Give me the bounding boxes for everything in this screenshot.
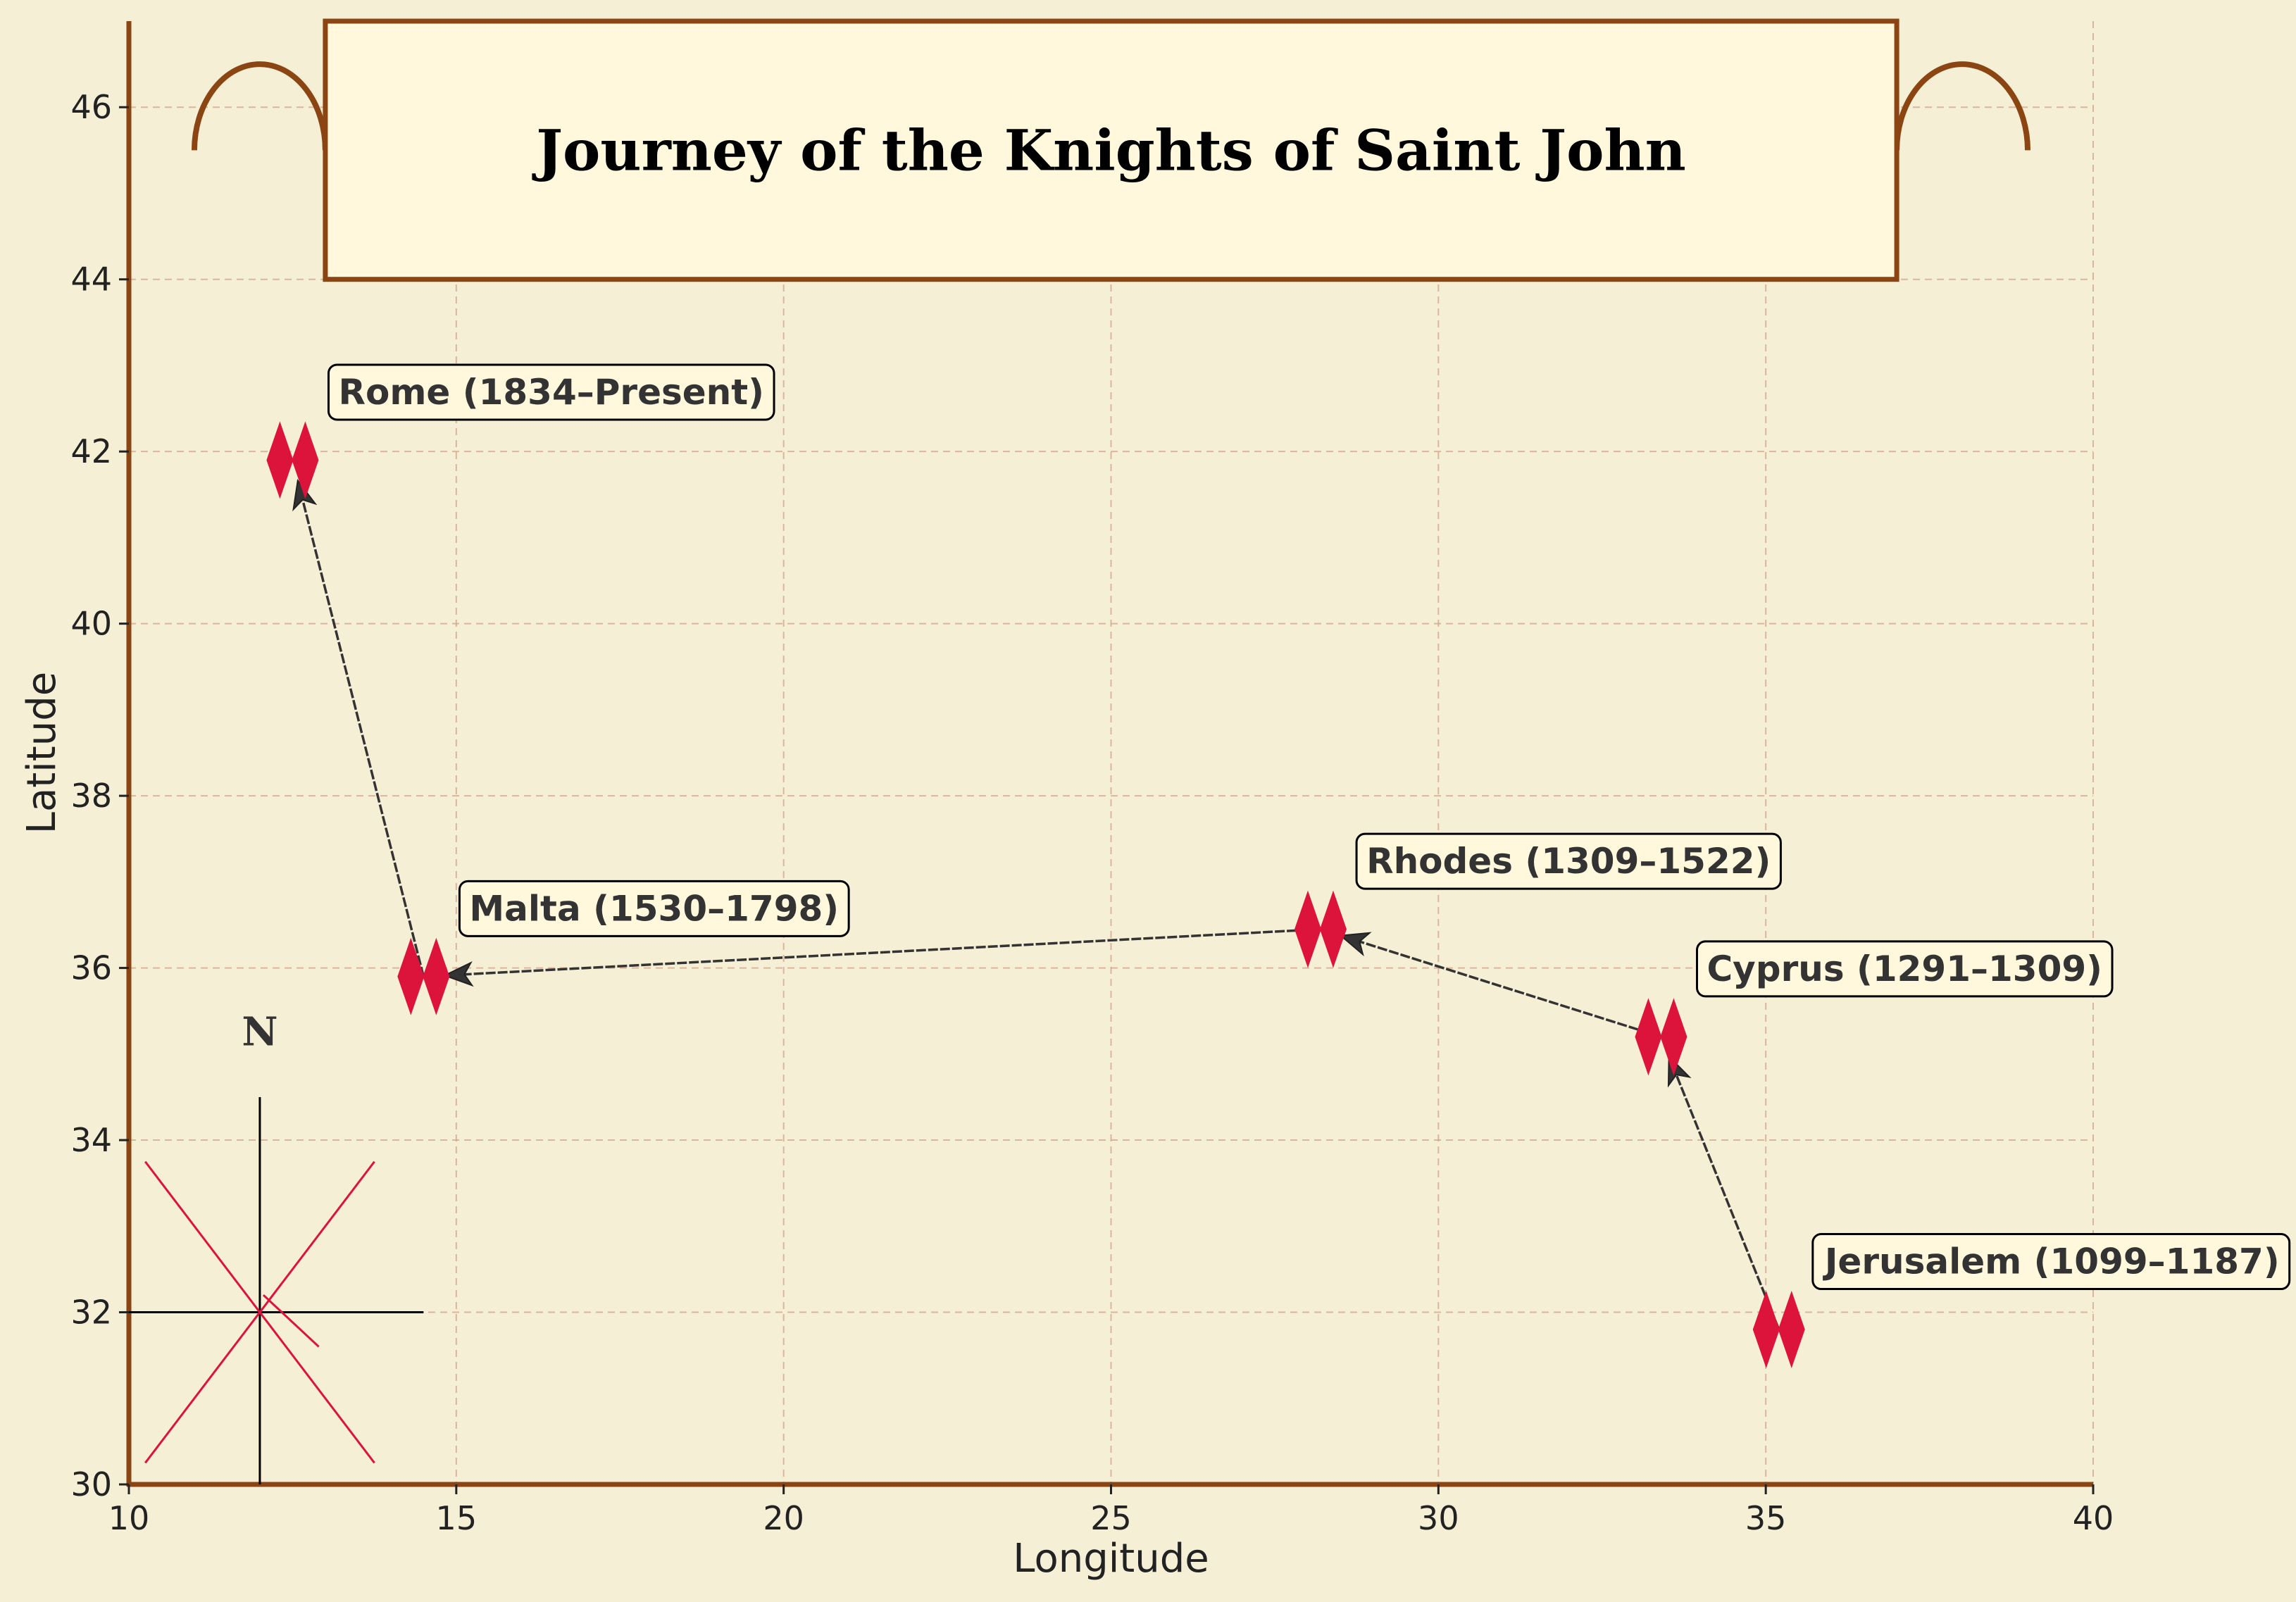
annotation-label: Cyprus (1291–1309) [1707,949,2102,989]
route-line-cyprus-to-rhodes [1354,938,1661,1039]
y-tick-label: 34 [70,1121,112,1159]
marker-diamond [397,937,425,1015]
marker-diamond [1752,1290,1780,1368]
compass-rose: N [129,1009,424,1484]
compass-north-label: N [242,1009,277,1056]
chart-title: Journey of the Knights of Saint John [532,117,1686,183]
route-arrowhead-rhodes [1339,932,1372,957]
left-arch-decoration [191,61,328,151]
y-tick-label: 44 [70,261,112,299]
compass-diagonal-2 [144,1160,375,1464]
annotation-malta: Malta (1530–1798) [458,880,850,937]
location-annotations: Jerusalem (1099–1187) Cyprus (1291–1309) R… [327,363,2291,1291]
route-line-rhodes-to-malta [458,927,1321,976]
marker-diamond [266,421,294,499]
x-tick-label: 20 [763,1499,804,1537]
y-tick-label: 30 [70,1465,112,1503]
marker-diamond [1778,1290,1805,1368]
annotation-box [1695,940,2114,998]
marker-diamond [1660,998,1687,1076]
y-tick-label: 42 [70,432,112,470]
y-tick-label: 46 [70,88,112,126]
x-tick-label: 40 [2073,1499,2114,1537]
x-axis-label: Longitude [1013,1536,1209,1582]
compass-pointer [262,1294,320,1348]
x-tick-label: 10 [108,1499,150,1537]
annotation-cyprus: Cyprus (1291–1309) [1695,940,2114,998]
marker-rhodes [1294,890,1347,968]
annotation-box [327,363,775,421]
annotation-label: Jerusalem (1099–1187) [1823,1241,2280,1282]
route-line-jerusalem-to-cyprus [1673,1069,1780,1330]
marker-malta [397,937,450,1015]
annotation-box [1355,832,1782,890]
axis-ticks: 10 15 20 25 30 35 40 30 32 34 36 38 40 42 44 46 [70,88,2114,1537]
marker-diamond [1635,998,1662,1076]
route-arrowhead-malta [442,960,474,987]
x-tick-label: 15 [436,1499,478,1537]
annotation-label: Malta (1530–1798) [469,888,839,929]
annotation-jerusalem: Jerusalem (1099–1187) [1811,1233,2291,1291]
marker-rome [266,421,319,499]
annotation-box [458,880,850,937]
route-line-malta-to-rome [300,494,425,977]
annotation-rome: Rome (1834–Present) [327,363,775,421]
marker-cyprus [1635,998,1687,1076]
marker-diamond [292,421,319,499]
y-tick-label: 38 [70,777,112,815]
marker-diamond [1319,890,1347,968]
y-tick-label: 32 [70,1294,112,1332]
annotation-label: Rome (1834–Present) [338,372,764,413]
annotation-label: Rhodes (1309–1522) [1366,841,1771,882]
marker-jerusalem [1752,1290,1805,1368]
x-tick-label: 35 [1745,1499,1787,1537]
annotation-rhodes: Rhodes (1309–1522) [1355,832,1782,890]
marker-diamond [1294,890,1321,968]
y-axis-label: Latitude [19,672,65,834]
y-tick-label: 36 [70,949,112,987]
x-tick-label: 25 [1090,1499,1132,1537]
title-box [323,18,1899,282]
x-tick-label: 30 [1418,1499,1459,1537]
location-markers [266,421,1805,1368]
marker-diamond [423,937,450,1015]
y-tick-label: 40 [70,605,112,643]
annotation-box [1811,1233,2291,1291]
right-arch-decoration [1894,61,2031,151]
title-banner: Journey of the Knights of Saint John [191,18,2031,282]
